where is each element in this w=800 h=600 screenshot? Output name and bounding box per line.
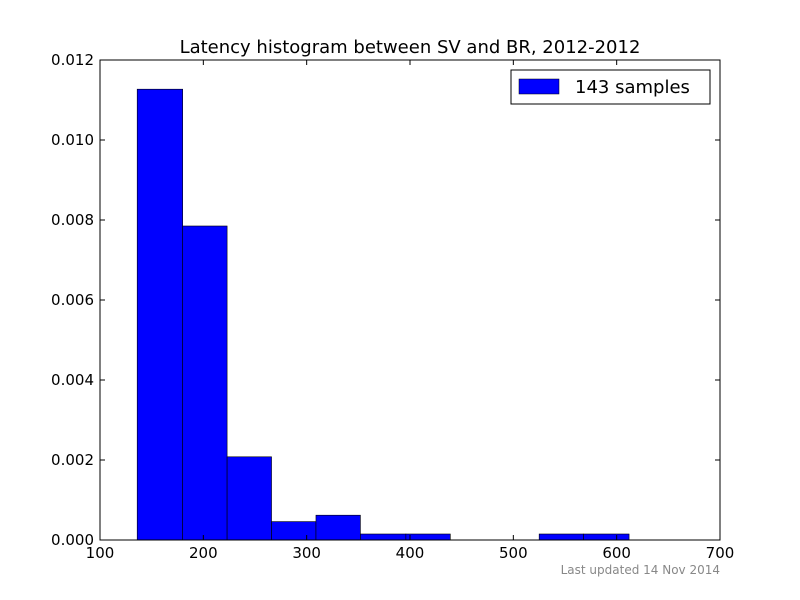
histogram-bar-1 <box>182 225 228 541</box>
histogram-bar-2 <box>226 456 272 541</box>
y-tick-label: 0.006 <box>51 291 94 309</box>
legend-swatch <box>518 78 560 95</box>
histogram-bar-5 <box>360 533 407 541</box>
histogram-bar-9 <box>538 533 584 541</box>
chart-title: Latency histogram between SV and BR, 201… <box>180 37 641 58</box>
x-tick-label: 500 <box>499 544 528 562</box>
bars-layer <box>136 88 630 541</box>
y-tick-label: 0.008 <box>51 211 94 229</box>
histogram-bar-10 <box>583 533 630 541</box>
legend: 143 samples <box>510 69 711 105</box>
y-tick-label: 0.010 <box>51 131 94 149</box>
histogram-bar-4 <box>315 514 361 541</box>
y-tick-label: 0.004 <box>51 371 94 389</box>
x-tick-label: 600 <box>602 544 631 562</box>
y-tick-label: 0.000 <box>51 531 94 549</box>
legend-label: 143 samples <box>575 77 690 98</box>
x-tick-label: 300 <box>292 544 321 562</box>
x-tick-label: 200 <box>189 544 218 562</box>
histogram-bar-0 <box>136 88 183 541</box>
histogram-bar-3 <box>271 521 317 541</box>
x-tick-label: 400 <box>396 544 425 562</box>
y-tick-label: 0.002 <box>51 451 94 469</box>
x-tick-label: 700 <box>706 544 735 562</box>
last-updated-note: Last updated 14 Nov 2014 <box>560 563 720 577</box>
y-tick-label: 0.012 <box>51 51 94 69</box>
x-tick-label: 100 <box>86 544 115 562</box>
histogram-bar-6 <box>405 533 451 541</box>
ticks-layer: 100 200 300 400 500 600 700 0.000 0.002 0.004 0.00… <box>51 51 734 562</box>
